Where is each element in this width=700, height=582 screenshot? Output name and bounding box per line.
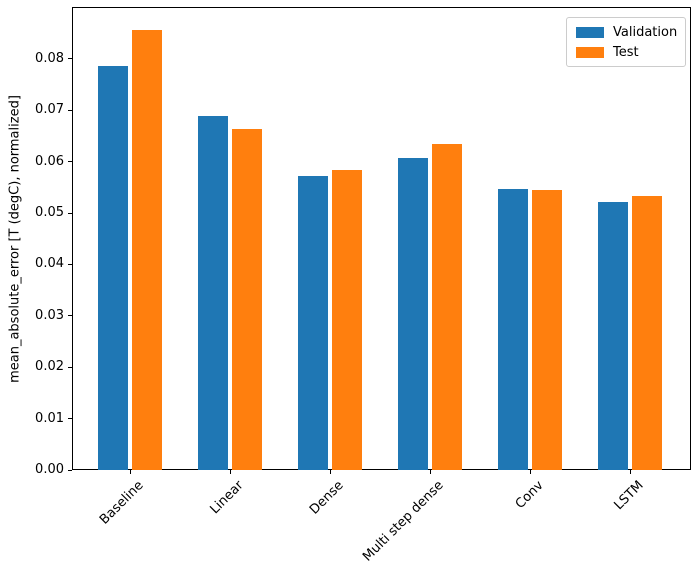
- bar-validation-multi-step-dense: [398, 158, 428, 470]
- bar-test-linear: [232, 129, 262, 470]
- validation-color-swatch: [576, 27, 604, 38]
- x-tick-label: Baseline: [97, 478, 147, 528]
- y-tick-label: 0.00: [35, 462, 64, 477]
- x-tick-mark: [629, 470, 631, 474]
- y-tick-mark: [68, 263, 72, 265]
- y-tick-label: 0.01: [35, 410, 64, 426]
- y-tick-label: 0.02: [35, 359, 64, 375]
- y-tick-label: 0.07: [35, 102, 64, 118]
- bar-test-conv: [532, 190, 562, 470]
- bar-test-multi-step-dense: [432, 144, 462, 470]
- y-axis-title: mean_absolute_error [T (degC), normalize…: [7, 94, 23, 383]
- bar-test-baseline: [132, 30, 162, 470]
- x-tick-mark: [229, 470, 231, 474]
- bar-test-lstm: [632, 196, 662, 470]
- bar-validation-dense: [298, 176, 328, 470]
- bar-validation-lstm: [598, 202, 628, 470]
- legend-entry-validation: Validation: [576, 25, 678, 40]
- bar-validation-baseline: [98, 66, 128, 470]
- y-tick-mark: [68, 109, 72, 111]
- x-tick-mark: [129, 470, 131, 474]
- bar-validation-conv: [498, 189, 528, 470]
- legend-entry-test: Test: [576, 45, 675, 60]
- x-tick-mark: [429, 470, 431, 474]
- bar-test-dense: [332, 169, 362, 470]
- y-tick-label: 0.03: [35, 307, 64, 323]
- legend: Validation Test: [566, 17, 686, 67]
- y-tick-label: 0.06: [35, 153, 64, 169]
- y-tick-mark: [68, 58, 72, 60]
- test-color-swatch: [576, 47, 604, 58]
- y-tick-label: 0.08: [35, 50, 64, 66]
- plot-area: [72, 7, 691, 470]
- x-tick-mark: [529, 470, 531, 474]
- x-tick-mark: [329, 470, 331, 474]
- legend-label-test: Test: [613, 45, 639, 60]
- y-tick-label: 0.04: [35, 256, 64, 272]
- y-tick-mark: [68, 418, 72, 420]
- y-tick-mark: [68, 366, 72, 368]
- y-tick-label: 0.05: [35, 205, 64, 221]
- y-tick-mark: [68, 315, 72, 317]
- y-tick-mark: [68, 161, 72, 163]
- legend-label-validation: Validation: [613, 25, 678, 40]
- y-tick-mark: [68, 469, 72, 471]
- y-tick-mark: [68, 212, 72, 214]
- bar-validation-linear: [198, 116, 228, 470]
